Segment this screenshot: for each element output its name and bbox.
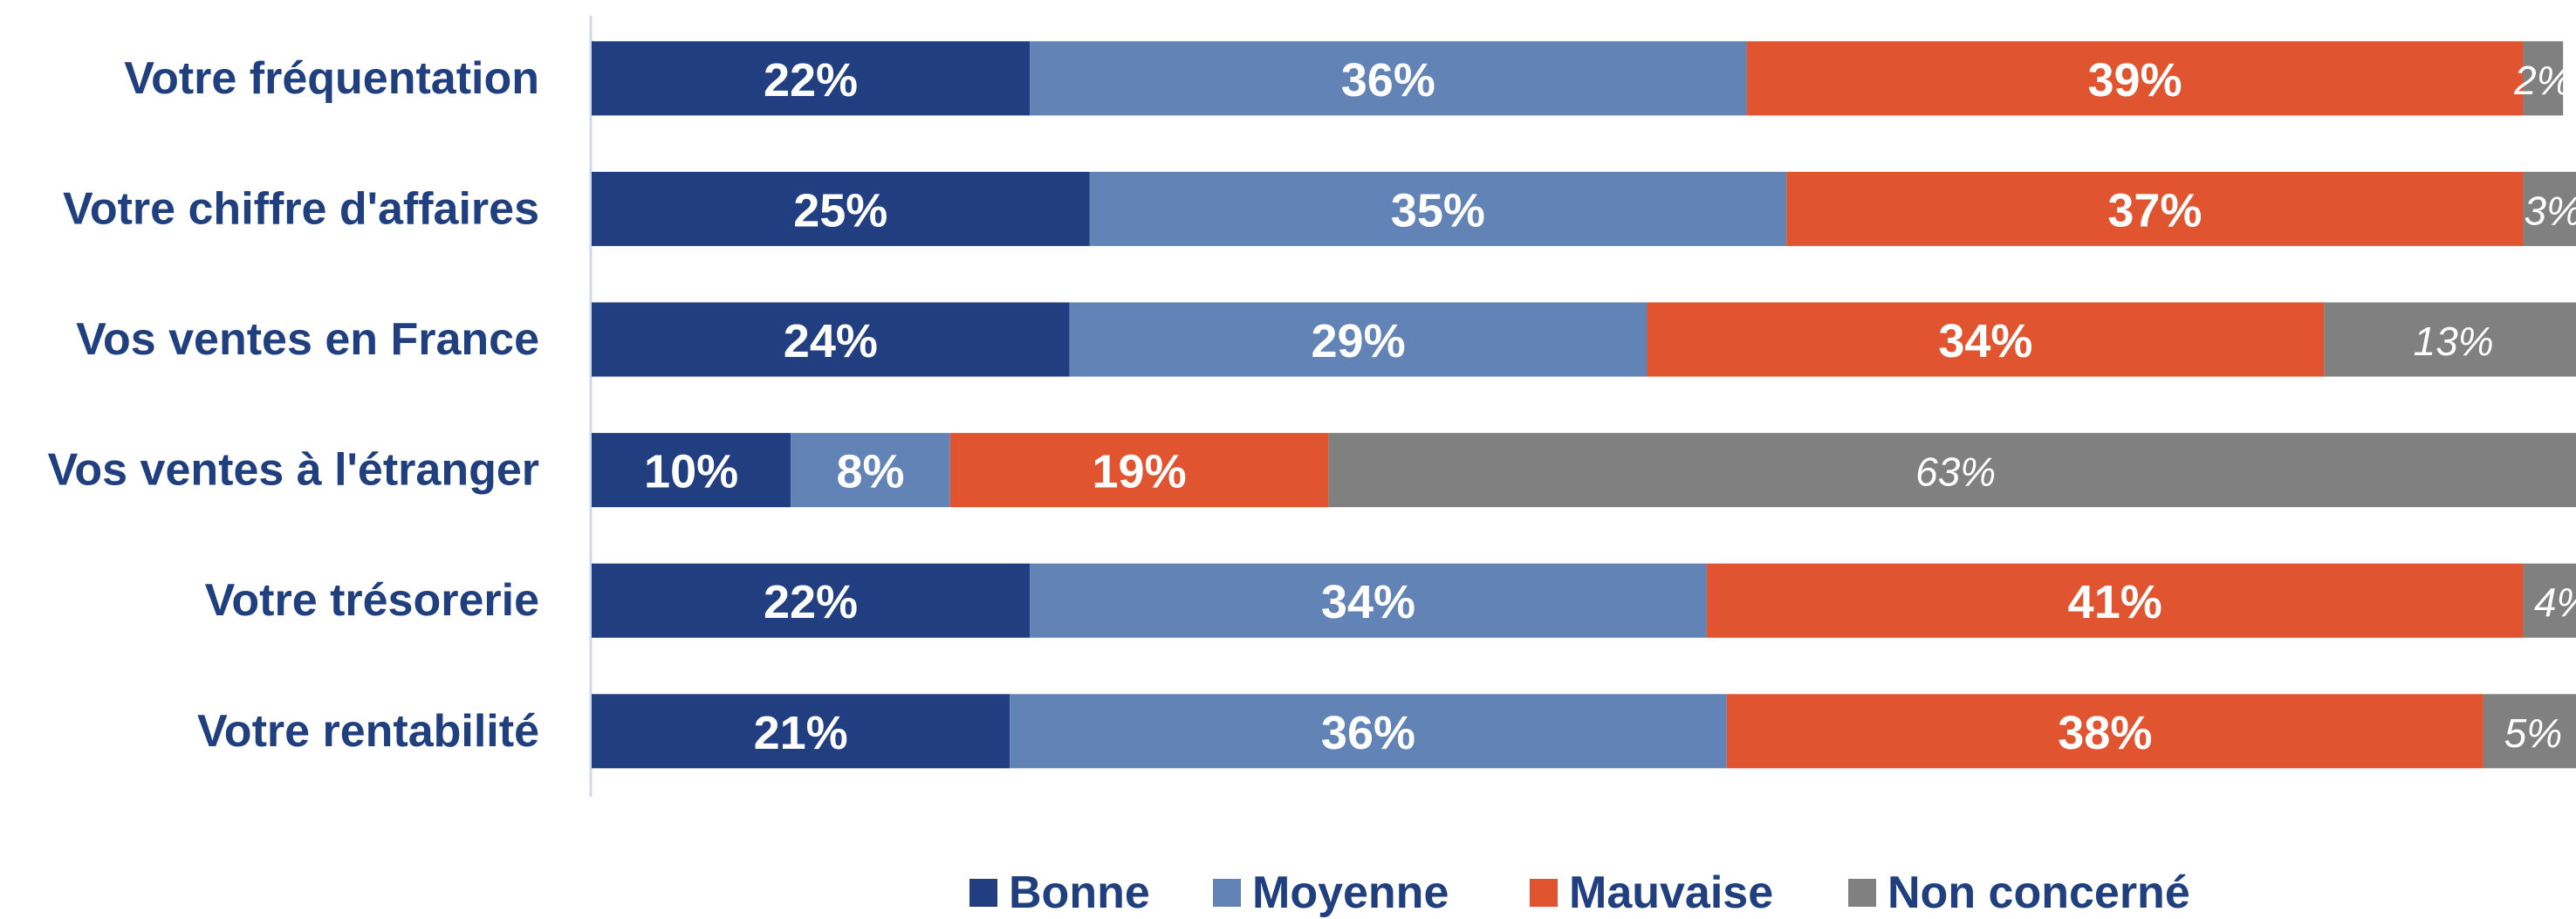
bar-segment <box>1647 302 2325 377</box>
value-label: 39% <box>2088 54 2182 106</box>
legend-swatch <box>1848 879 1876 907</box>
value-label: 41% <box>2068 576 2162 628</box>
bar-segment <box>2483 694 2576 769</box>
value-label: 24% <box>784 315 878 367</box>
value-label: 63% <box>1915 449 1996 495</box>
bar-segment <box>1706 563 2524 638</box>
legend-swatch <box>1530 879 1558 907</box>
value-label: 2% <box>2513 58 2572 103</box>
bar-segment <box>1010 694 1727 769</box>
value-label: 4% <box>2534 580 2576 625</box>
legend-label: Moyenne <box>1252 868 1449 918</box>
bar-segment <box>1089 171 1787 246</box>
value-label: 3% <box>2525 188 2576 233</box>
bar-segment <box>1030 41 1747 116</box>
legend-label: Mauvaise <box>1569 868 1773 918</box>
value-label: 8% <box>836 446 904 498</box>
category-label: Votre fréquentation <box>124 53 539 104</box>
value-label: 5% <box>2504 710 2562 756</box>
category-label: Votre rentabilité <box>197 706 539 757</box>
bar-segment <box>1726 694 2484 769</box>
category-label: Vos ventes à l'étranger <box>48 445 539 496</box>
legend-label: Non concerné <box>1887 868 2190 918</box>
value-label: 22% <box>764 54 858 106</box>
legend-swatch <box>969 879 997 907</box>
value-label: 22% <box>764 576 858 628</box>
bar-segment <box>1328 433 2576 508</box>
bar-segment <box>949 433 1329 508</box>
bar-segment <box>2523 171 2576 246</box>
value-label: 13% <box>2414 319 2494 364</box>
bar-segment <box>592 41 1031 116</box>
bar-segment <box>592 433 791 508</box>
bar-segment <box>2324 302 2576 377</box>
bar-segment <box>592 171 1090 246</box>
category-label: Votre trésorerie <box>205 575 539 626</box>
bar-segment <box>1069 302 1648 377</box>
value-label: 21% <box>754 707 848 759</box>
value-label: 38% <box>2058 707 2152 759</box>
value-label: 34% <box>1321 576 1415 628</box>
value-label: 25% <box>793 184 887 237</box>
value-label: 34% <box>1938 315 2032 367</box>
bar-segment <box>1030 563 1707 638</box>
legend-swatch <box>1213 879 1241 907</box>
bar-segment <box>1746 41 2524 116</box>
value-label: 36% <box>1321 707 1415 759</box>
value-label: 36% <box>1341 54 1435 106</box>
value-label: 35% <box>1391 184 1485 237</box>
value-label: 29% <box>1312 315 1406 367</box>
bar-segment <box>2523 41 2564 116</box>
category-label: Votre chiffre d'affaires <box>63 183 539 234</box>
category-label: Vos ventes en France <box>76 314 539 365</box>
value-label: 37% <box>2107 184 2202 237</box>
bar-segment <box>592 302 1070 377</box>
value-label: 19% <box>1093 446 1187 498</box>
bar-segment <box>1786 171 2524 246</box>
bar-segment <box>791 433 950 508</box>
value-label: 10% <box>644 446 738 498</box>
bar-segment <box>2523 563 2576 638</box>
bar-segment <box>592 694 1011 769</box>
bar-segment <box>592 563 1031 638</box>
legend-label: Bonne <box>1009 868 1150 918</box>
